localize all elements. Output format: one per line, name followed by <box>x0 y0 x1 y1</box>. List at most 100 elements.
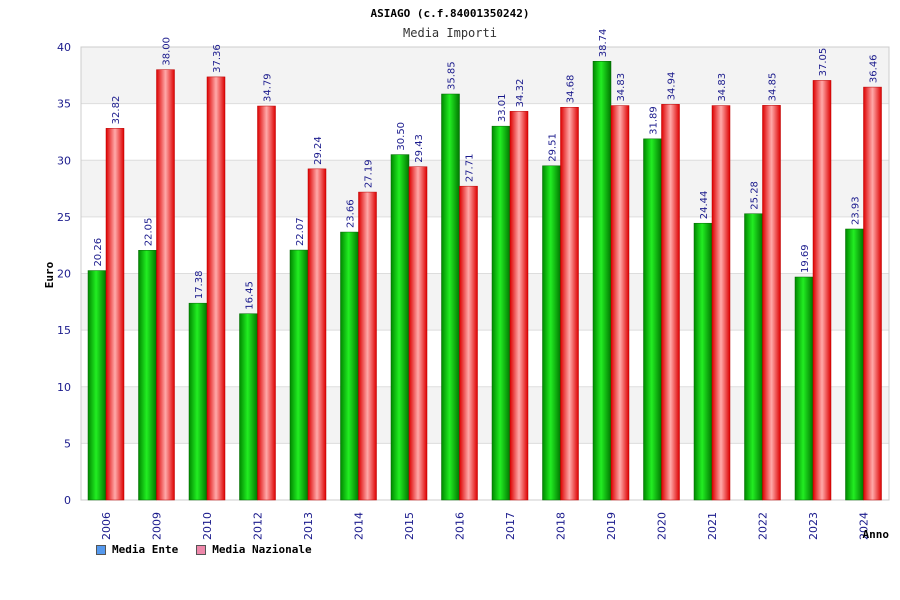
x-axis-label: Anno <box>863 528 890 541</box>
bar-media-ente-2009 <box>138 250 157 501</box>
bar-media-ente-2022 <box>744 213 763 501</box>
bar-media-ente-2023 <box>794 276 814 501</box>
x-tick-label: 2014 <box>353 512 366 540</box>
data-label: 34.94 <box>667 72 678 101</box>
data-label: 25.28 <box>750 181 761 210</box>
x-tick-label: 2015 <box>403 512 416 540</box>
data-label: 34.85 <box>768 73 779 102</box>
bar-media-ente-2010 <box>188 302 208 501</box>
x-tick-label: 2016 <box>454 512 467 540</box>
bar-media-nazionale-2019 <box>610 105 630 501</box>
y-tick-label: 15 <box>57 324 71 337</box>
x-tick-label: 2021 <box>706 512 719 540</box>
data-label: 29.24 <box>313 136 324 165</box>
data-label: 34.32 <box>515 79 526 108</box>
data-label: 29.43 <box>414 134 425 163</box>
data-label: 31.89 <box>649 106 660 135</box>
data-label: 20.26 <box>93 238 104 267</box>
bar-media-ente-2020 <box>643 138 662 501</box>
data-label: 17.38 <box>194 271 205 300</box>
y-axis-label: Euro <box>43 261 56 288</box>
data-label: 19.69 <box>800 244 811 273</box>
bar-media-nazionale-2010 <box>206 76 226 501</box>
data-label: 34.68 <box>566 75 577 104</box>
data-label: 35.85 <box>447 61 458 90</box>
x-tick-label: 2017 <box>504 512 517 540</box>
data-label: 22.05 <box>144 218 155 247</box>
x-tick-label: 2013 <box>302 512 315 540</box>
legend: Media Ente Media Nazionale <box>96 543 312 556</box>
data-label: 38.74 <box>598 29 609 58</box>
y-tick-label: 25 <box>57 211 71 224</box>
x-tick-label: 2022 <box>757 512 770 540</box>
bar-media-nazionale-2014 <box>358 191 377 501</box>
y-tick-label: 35 <box>57 98 71 111</box>
bar-media-ente-2016 <box>441 93 460 501</box>
bar-media-nazionale-2013 <box>307 168 327 501</box>
data-label: 32.82 <box>111 96 122 125</box>
bar-media-nazionale-2024 <box>863 86 882 501</box>
y-tick-label: 30 <box>57 154 71 167</box>
x-tick-label: 2012 <box>252 512 265 540</box>
legend-label-media-nazionale: Media Nazionale <box>212 543 312 556</box>
x-tick-label: 2024 <box>858 512 871 540</box>
bar-media-ente-2006 <box>87 270 107 501</box>
bar-media-nazionale-2006 <box>105 128 125 501</box>
data-label: 23.66 <box>346 199 357 228</box>
bar-media-ente-2017 <box>491 125 511 501</box>
bar-media-nazionale-2009 <box>156 69 175 501</box>
x-tick-label: 2019 <box>605 512 618 540</box>
y-tick-label: 0 <box>64 494 71 507</box>
chart-title: ASIAGO (c.f.84001350242) <box>371 7 530 20</box>
legend-swatch-media-ente <box>96 544 106 555</box>
data-label: 30.50 <box>396 122 407 151</box>
bar-media-ente-2024 <box>845 228 864 501</box>
x-tick-label: 2010 <box>201 512 214 540</box>
bar-media-nazionale-2021 <box>711 105 731 501</box>
bar-media-nazionale-2020 <box>661 104 680 501</box>
data-label: 38.00 <box>162 37 173 66</box>
legend-item-media-nazionale: Media Nazionale <box>196 543 312 556</box>
y-tick-label: 20 <box>57 268 71 281</box>
bar-media-nazionale-2022 <box>762 105 781 501</box>
bar-media-nazionale-2023 <box>812 80 832 501</box>
data-label: 22.07 <box>295 217 306 246</box>
data-label: 37.05 <box>818 48 829 77</box>
legend-label-media-ente: Media Ente <box>112 543 179 556</box>
bar-media-ente-2018 <box>542 165 561 501</box>
data-label: 23.93 <box>851 196 862 225</box>
data-label: 27.19 <box>364 159 375 188</box>
bar-media-ente-2015 <box>390 154 410 501</box>
data-label: 37.36 <box>212 44 223 73</box>
bar-media-ente-2021 <box>693 222 713 501</box>
x-tick-label: 2018 <box>555 512 568 540</box>
bar-media-ente-2013 <box>289 249 309 501</box>
y-tick-label: 5 <box>64 437 71 450</box>
bar-media-nazionale-2015 <box>408 166 428 501</box>
data-label: 33.01 <box>497 94 508 123</box>
data-label: 29.51 <box>548 133 559 162</box>
bar-media-ente-2012 <box>239 313 258 501</box>
data-label: 34.83 <box>717 73 728 102</box>
legend-item-media-ente: Media Ente <box>96 543 178 556</box>
x-tick-label: 2006 <box>100 512 113 540</box>
data-label: 24.44 <box>699 191 710 220</box>
bar-media-ente-2019 <box>592 61 612 501</box>
data-label: 36.46 <box>869 54 880 83</box>
y-tick-label: 40 <box>57 41 71 54</box>
bar-media-nazionale-2012 <box>257 105 276 501</box>
x-tick-label: 2020 <box>656 512 669 540</box>
chart-subtitle: Media Importi <box>403 26 497 40</box>
bar-media-nazionale-2018 <box>560 106 579 501</box>
legend-swatch-media-nazionale <box>196 544 207 555</box>
x-tick-label: 2009 <box>151 512 164 540</box>
bar-media-nazionale-2017 <box>509 111 529 501</box>
bar-media-ente-2014 <box>340 231 359 501</box>
data-label: 34.83 <box>616 73 627 102</box>
data-label: 27.71 <box>465 154 476 183</box>
x-tick-label: 2023 <box>807 512 820 540</box>
plot-frame <box>80 46 890 501</box>
bar-media-nazionale-2016 <box>459 185 478 501</box>
y-tick-label: 10 <box>57 381 71 394</box>
